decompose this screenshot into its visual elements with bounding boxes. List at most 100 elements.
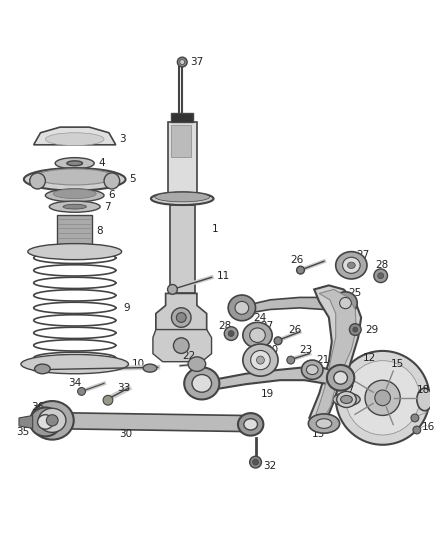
Circle shape xyxy=(374,269,388,282)
Circle shape xyxy=(378,273,384,279)
Ellipse shape xyxy=(151,192,213,205)
Text: 30: 30 xyxy=(119,429,132,439)
Ellipse shape xyxy=(327,365,354,391)
Text: 3: 3 xyxy=(119,134,125,144)
Ellipse shape xyxy=(46,189,104,202)
Bar xyxy=(170,205,195,293)
Ellipse shape xyxy=(333,393,360,406)
Polygon shape xyxy=(33,413,258,432)
Text: 7: 7 xyxy=(104,201,111,212)
Circle shape xyxy=(224,327,238,341)
Circle shape xyxy=(177,313,186,322)
Ellipse shape xyxy=(46,415,58,426)
Circle shape xyxy=(274,337,282,345)
Ellipse shape xyxy=(192,375,212,392)
Circle shape xyxy=(253,459,258,465)
Text: 23: 23 xyxy=(300,345,313,354)
Circle shape xyxy=(346,361,420,435)
Ellipse shape xyxy=(53,189,96,199)
Text: 8: 8 xyxy=(96,226,103,236)
Circle shape xyxy=(336,351,430,445)
Ellipse shape xyxy=(184,367,219,399)
Circle shape xyxy=(413,426,421,434)
Text: 34: 34 xyxy=(68,378,81,389)
Ellipse shape xyxy=(235,302,249,314)
Text: 28: 28 xyxy=(375,260,388,270)
Text: 37: 37 xyxy=(190,57,203,67)
Text: 24: 24 xyxy=(254,312,267,322)
Ellipse shape xyxy=(257,356,265,364)
Ellipse shape xyxy=(143,364,157,372)
Text: 16: 16 xyxy=(422,422,435,432)
Text: 25: 25 xyxy=(348,288,362,298)
Circle shape xyxy=(287,356,295,364)
Ellipse shape xyxy=(63,204,86,209)
Ellipse shape xyxy=(316,419,332,429)
Ellipse shape xyxy=(336,252,367,279)
Circle shape xyxy=(350,324,361,335)
Text: 6: 6 xyxy=(108,190,115,200)
Polygon shape xyxy=(234,297,348,313)
Ellipse shape xyxy=(243,322,272,348)
Text: 27: 27 xyxy=(356,250,370,260)
Ellipse shape xyxy=(67,161,82,166)
Polygon shape xyxy=(19,416,33,429)
Text: 13: 13 xyxy=(312,429,325,439)
Text: 19: 19 xyxy=(261,389,274,399)
Text: 11: 11 xyxy=(216,271,230,281)
Text: 9: 9 xyxy=(124,303,130,313)
Text: 5: 5 xyxy=(130,174,136,184)
Text: 15: 15 xyxy=(390,359,404,369)
Ellipse shape xyxy=(308,414,339,433)
Ellipse shape xyxy=(55,158,94,169)
Ellipse shape xyxy=(347,262,355,269)
Text: 22: 22 xyxy=(182,351,195,361)
Circle shape xyxy=(180,60,185,64)
Ellipse shape xyxy=(31,401,74,440)
Text: 17: 17 xyxy=(342,385,355,395)
Text: 10: 10 xyxy=(131,359,145,369)
Text: 32: 32 xyxy=(263,461,277,471)
Ellipse shape xyxy=(307,365,318,375)
Text: 12: 12 xyxy=(363,353,376,362)
Polygon shape xyxy=(153,329,212,362)
Circle shape xyxy=(103,395,113,405)
Text: 26: 26 xyxy=(288,325,301,335)
Bar xyxy=(172,125,191,157)
Ellipse shape xyxy=(49,201,100,212)
Text: 21: 21 xyxy=(316,355,329,365)
Polygon shape xyxy=(156,293,207,337)
Text: 35: 35 xyxy=(16,427,29,438)
Bar xyxy=(168,122,197,199)
Ellipse shape xyxy=(188,357,206,372)
Polygon shape xyxy=(34,127,116,145)
Circle shape xyxy=(168,285,177,294)
Text: 4: 4 xyxy=(98,158,105,168)
Circle shape xyxy=(250,456,261,468)
Text: 28: 28 xyxy=(219,320,232,330)
Circle shape xyxy=(375,390,390,406)
Bar xyxy=(57,215,92,248)
Ellipse shape xyxy=(30,173,46,189)
Circle shape xyxy=(78,387,85,395)
Circle shape xyxy=(353,327,358,332)
Ellipse shape xyxy=(301,360,323,379)
Ellipse shape xyxy=(38,415,53,429)
Bar xyxy=(172,112,193,122)
Text: 26: 26 xyxy=(290,255,303,265)
Ellipse shape xyxy=(28,244,122,260)
Ellipse shape xyxy=(155,192,210,202)
Circle shape xyxy=(411,414,419,422)
Circle shape xyxy=(173,338,189,353)
Ellipse shape xyxy=(24,168,126,191)
Ellipse shape xyxy=(21,354,128,374)
Ellipse shape xyxy=(341,395,352,403)
Circle shape xyxy=(172,308,191,327)
Text: 33: 33 xyxy=(117,383,130,393)
Ellipse shape xyxy=(251,350,270,370)
Ellipse shape xyxy=(334,292,357,314)
Ellipse shape xyxy=(46,133,104,146)
Ellipse shape xyxy=(244,419,258,430)
Ellipse shape xyxy=(334,372,347,384)
Polygon shape xyxy=(192,367,343,390)
